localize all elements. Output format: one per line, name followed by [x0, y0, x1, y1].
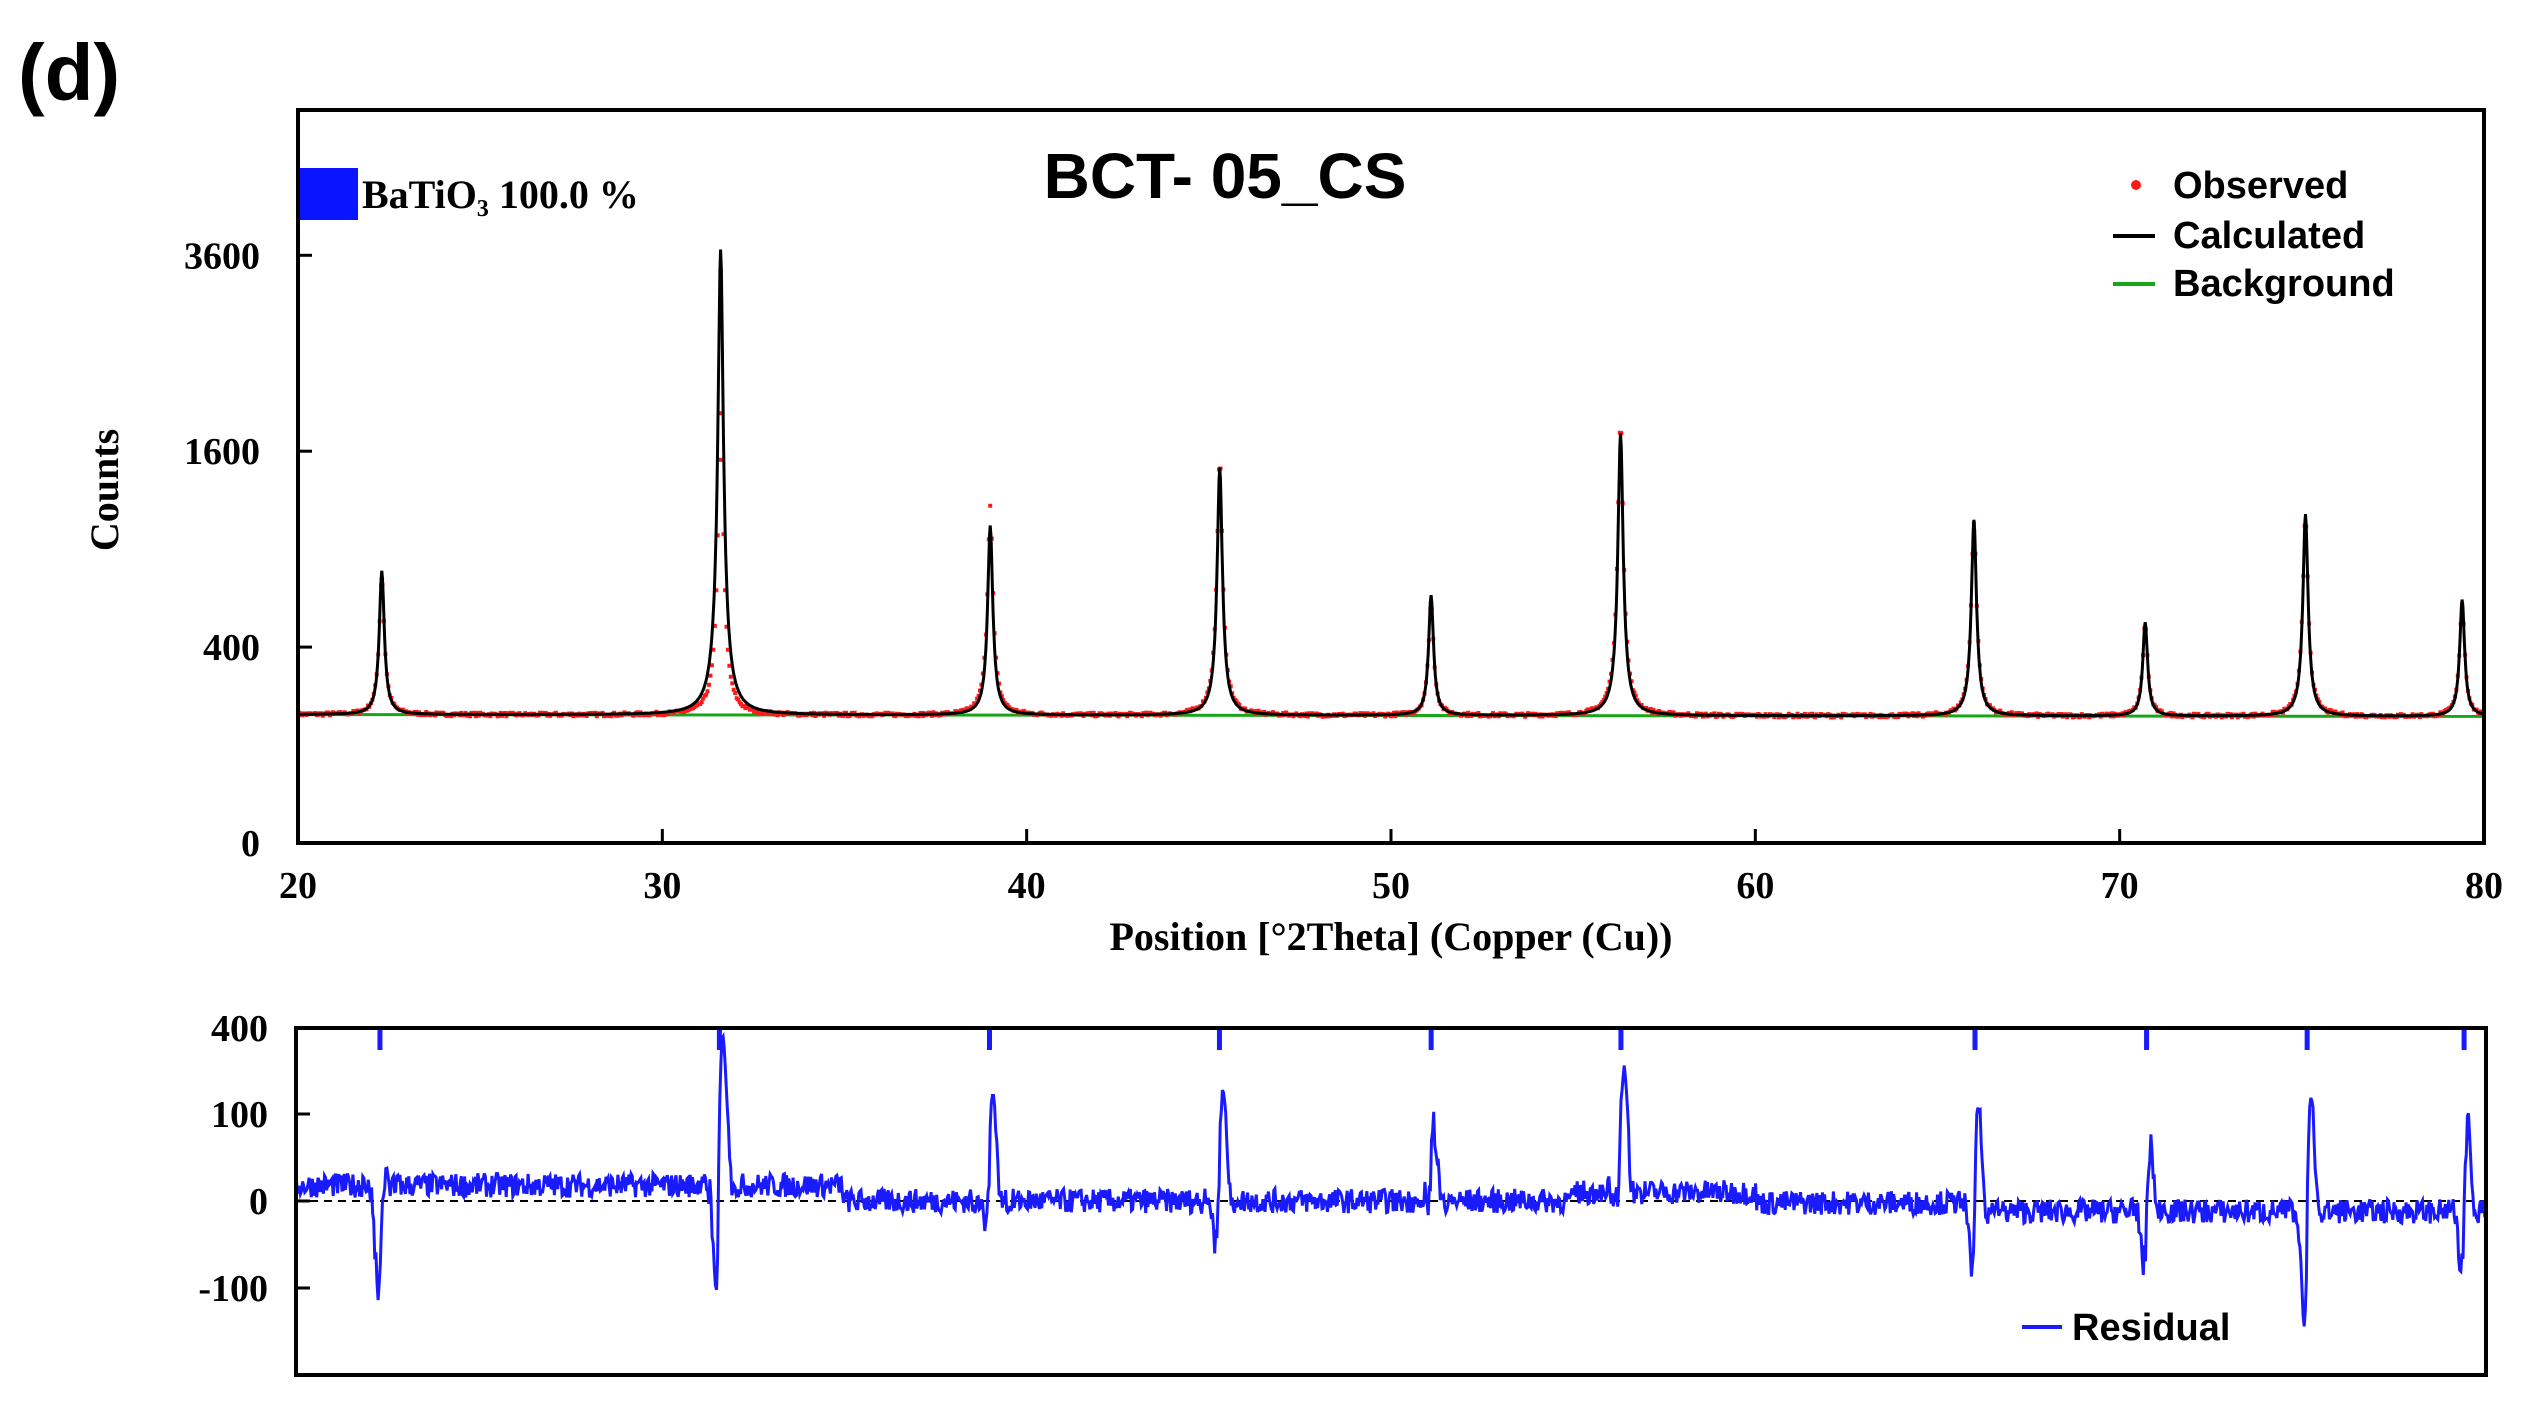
- residual-series-line: [294, 1031, 2487, 1327]
- residual-y-tick-label: 100: [211, 1094, 268, 1136]
- x-tick-label: 80: [2465, 865, 2503, 907]
- residual-legend: Residual: [2022, 1307, 2230, 1349]
- x-tick-label: 60: [1736, 865, 1774, 907]
- x-axis-title: Position [°2Theta] (Copper (Cu)): [1109, 914, 1672, 959]
- observed-series: [296, 411, 2485, 720]
- phase-swatch: [300, 168, 358, 220]
- x-tick-label: 30: [643, 865, 681, 907]
- main-chart-title: BCT- 05_CS: [1044, 140, 1407, 212]
- x-tick-label: 70: [2101, 865, 2139, 907]
- legend-observed-label: Observed: [2173, 165, 2348, 207]
- phase-legend: BaTiO₃ 100.0 %: [300, 168, 639, 220]
- residual-y-tick-label: -100: [198, 1268, 268, 1310]
- y-tick-label: 0: [241, 823, 260, 865]
- x-tick-label: 20: [279, 865, 317, 907]
- main-y-ticks: 0 400 1600 3600: [184, 235, 312, 865]
- x-tick-label: 50: [1372, 865, 1410, 907]
- main-legend: Observed Calculated Background: [2113, 165, 2395, 305]
- phase-label: BaTiO₃ 100.0 %: [362, 172, 639, 217]
- legend-background-label: Background: [2173, 263, 2395, 305]
- x-tick-label: 40: [1008, 865, 1046, 907]
- main-x-ticks: 20 30 40 50 60 70 80: [279, 829, 2503, 907]
- y-tick-label: 3600: [184, 235, 260, 277]
- main-plot: 0 400 1600 3600 20 30 40 50 60 70 80 BCT- 05_CS P…: [82, 108, 2503, 959]
- residual-y-tick-label: 400: [211, 1008, 268, 1050]
- panel-label: (d): [18, 28, 120, 117]
- residual-plot: 400 100 0 -100 Residual: [198, 1008, 2488, 1377]
- legend-calculated-label: Calculated: [2173, 215, 2365, 257]
- legend-residual-label: Residual: [2072, 1307, 2230, 1349]
- legend-observed-marker: [2131, 180, 2141, 190]
- main-plot-frame: [296, 108, 2486, 845]
- residual-y-ticks: 400 100 0 -100: [198, 1008, 310, 1310]
- calculated-series: [298, 249, 2484, 718]
- y-tick-label: 400: [203, 627, 260, 669]
- y-tick-label: 1600: [184, 431, 260, 473]
- y-axis-title: Counts: [82, 429, 127, 551]
- residual-y-tick-label: 0: [249, 1181, 268, 1223]
- main-plot-series: [296, 249, 2485, 720]
- residual-series: [294, 1028, 2487, 1327]
